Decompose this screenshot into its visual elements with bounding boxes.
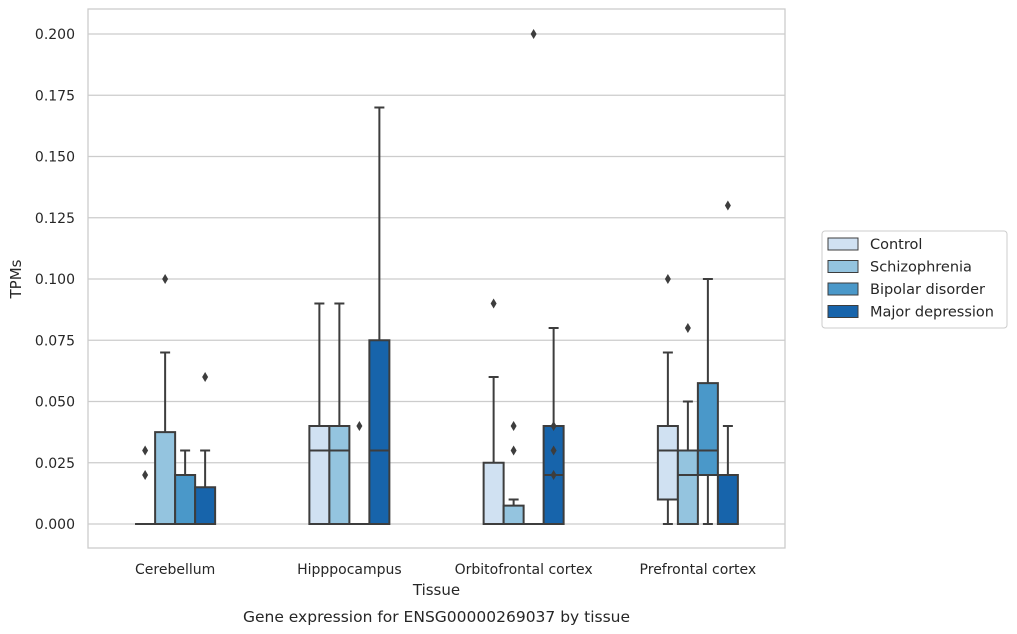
y-tick-label: 0.000 [35,517,75,533]
outlier-marker [550,421,557,431]
outlier-marker [356,421,363,431]
legend-swatch [827,237,859,251]
y-tick-labels: 0.000 0.025 0.050 0.075 0.100 0.125 0.150 0.175… [35,27,75,533]
x-tick-label: Hipppocampus [297,562,402,578]
outlier-marker [142,445,149,456]
series-bipolar-disorder [174,29,719,525]
legend-swatch [827,282,859,296]
y-tick-label: 0.025 [35,456,75,472]
outlier-marker [724,200,731,211]
box [656,425,679,501]
outlier-marker [684,323,691,333]
outlier-marker [490,298,497,309]
y-tick-label: 0.100 [35,272,75,288]
legend-label: Bipolar disorder [870,282,985,298]
series-control [135,274,679,525]
box [368,339,391,525]
outlier-marker [142,470,149,480]
outlier-marker [664,274,671,284]
box [482,461,505,525]
y-tick-label: 0.200 [35,27,75,43]
x-tick-labels: Cerebellum Hipppocampus Orbitofrontal cort… [135,562,756,578]
y-tick-label: 0.150 [35,150,75,166]
box [676,449,699,525]
plot-frame [87,8,786,549]
y-tick-label: 0.050 [35,395,75,411]
chart-caption: Gene expression for ENSG00000269037 by t… [243,608,630,626]
legend-swatch [827,260,859,273]
box [154,431,177,525]
box [696,382,719,476]
y-tick-label: 0.125 [35,211,75,227]
boxes [135,29,739,525]
y-tick-label: 0.075 [35,333,75,349]
outlier-marker [550,445,557,456]
legend-swatch [827,305,859,318]
outlier-marker [550,470,557,480]
outlier-marker [162,274,169,284]
x-tick-label: Cerebellum [135,562,215,578]
legend: Control Schizophrenia Bipolar disorder Majo… [821,230,1008,329]
legend-label: Major depression [870,305,994,321]
box [174,474,197,525]
x-tick-label: Prefrontal cortex [640,562,757,578]
series-major-depression [194,106,739,525]
legend-label: Control [870,237,922,253]
x-axis-title: Tissue [412,581,460,599]
box [502,504,525,525]
x-tick-label: Orbitofrontal cortex [455,562,593,578]
box [716,474,739,525]
box [308,425,331,525]
outlier-marker [510,445,517,456]
outlier-marker [510,421,517,431]
legend-label: Schizophrenia [870,260,972,276]
legend-frame [821,230,1008,329]
outlier-marker [530,29,537,39]
box [328,425,351,525]
outlier-marker [202,372,209,382]
box [194,486,217,525]
y-axis-title: TPMs [7,259,25,299]
y-tick-label: 0.175 [35,88,75,104]
